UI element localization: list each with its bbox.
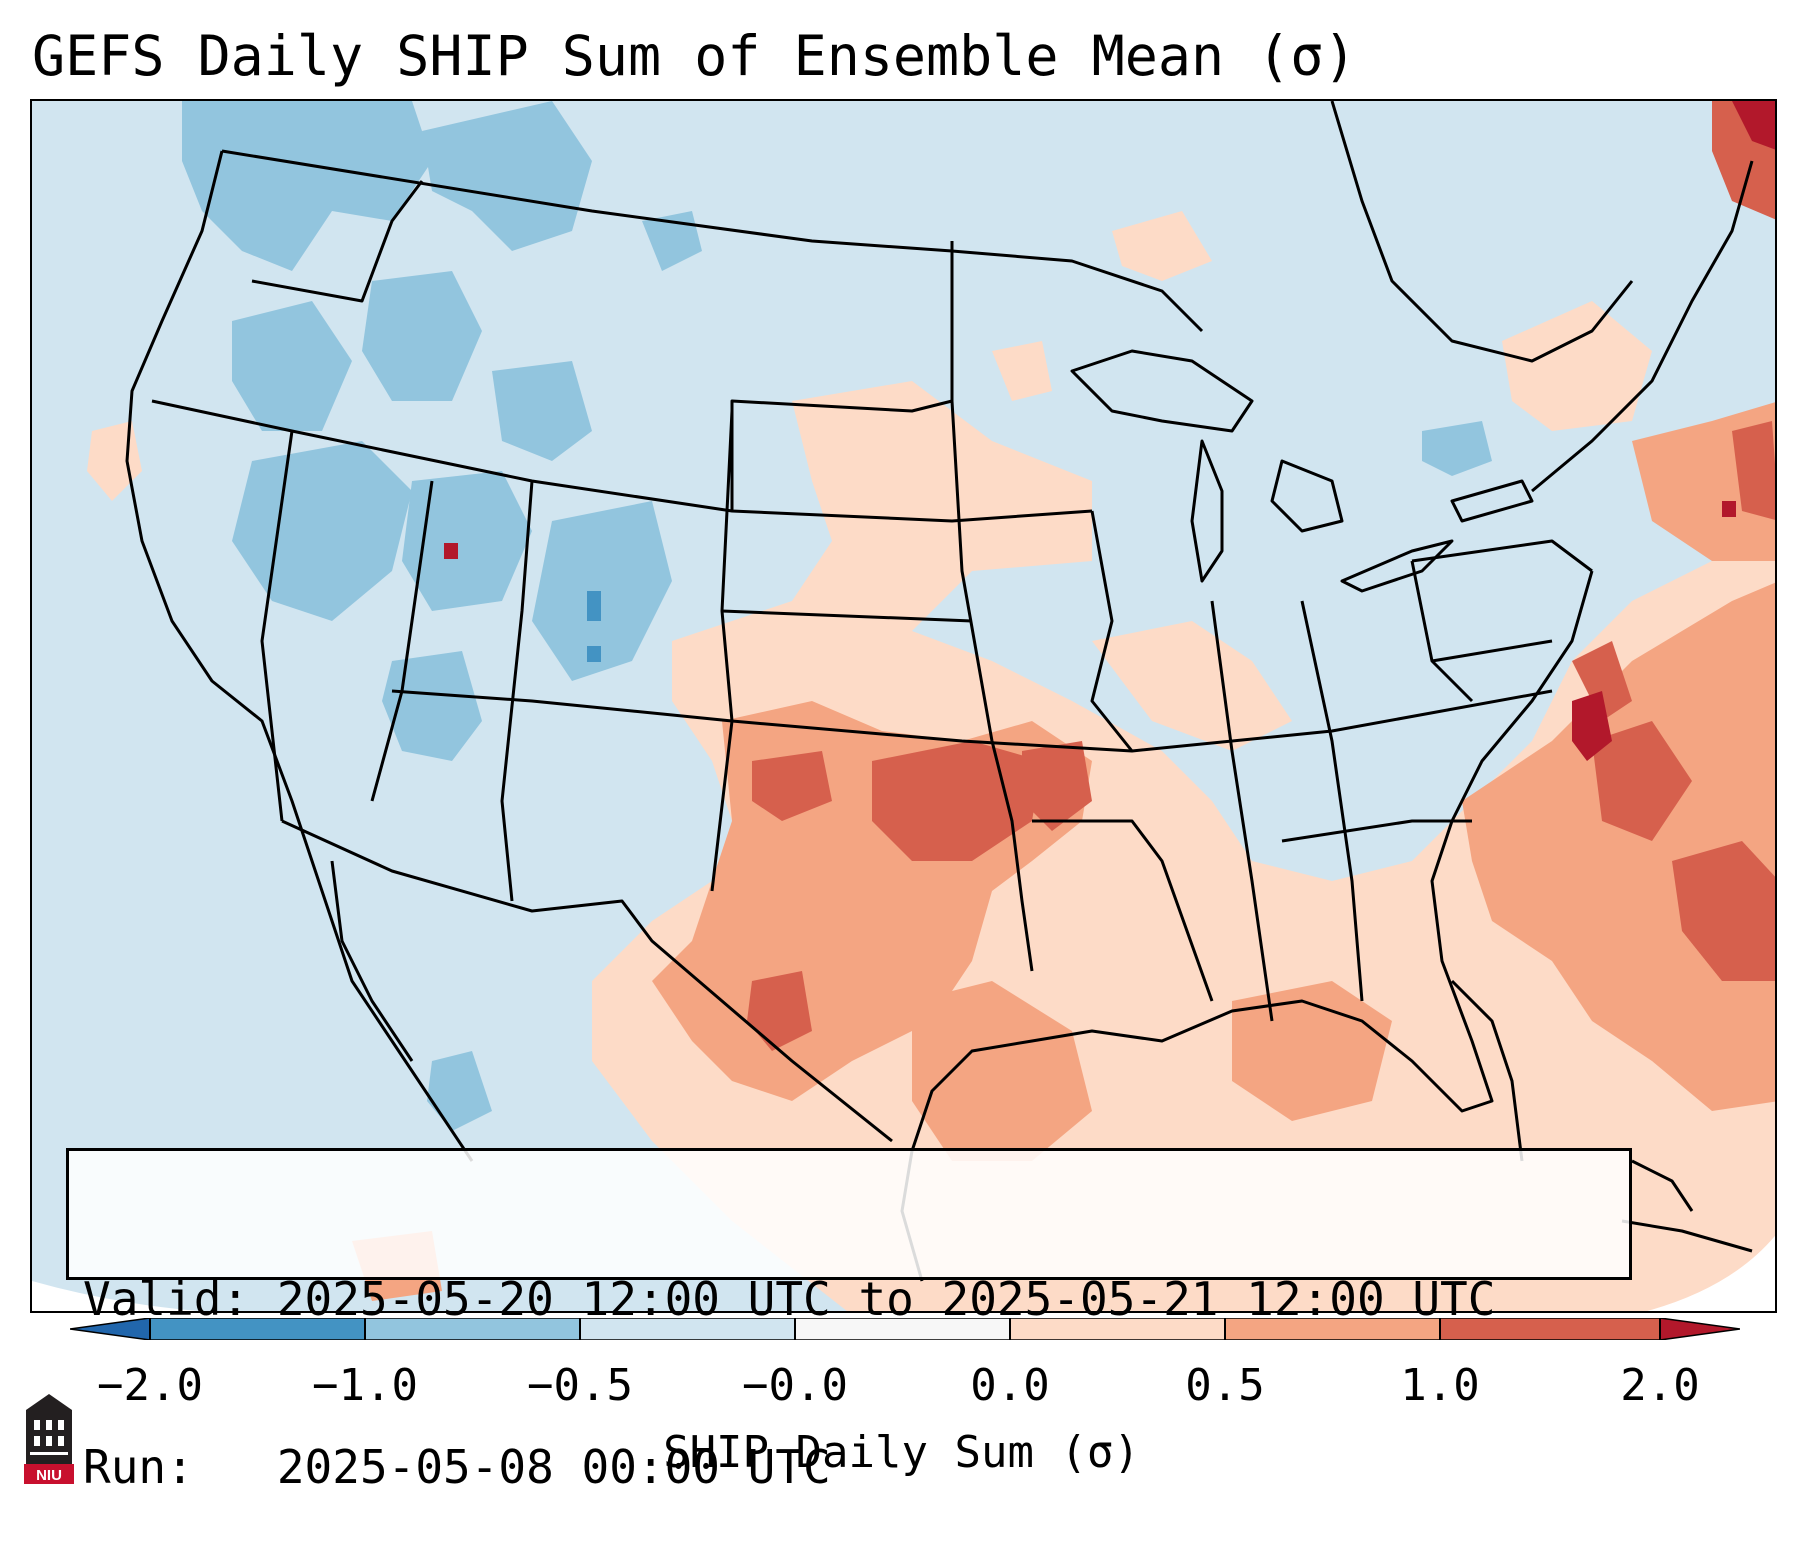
state-line (721, 609, 973, 623)
state-line (260, 430, 294, 822)
state-line (1210, 600, 1274, 1022)
lake-huron (1270, 459, 1344, 533)
colorbar-segment-6 (1225, 1318, 1440, 1340)
state-line (990, 740, 1034, 972)
state-line (1032, 819, 1214, 1002)
florida-coast (1450, 979, 1524, 1162)
colorbar-segment-7 (1440, 1318, 1660, 1340)
valid-run-info-box: Valid: 2025-05-20 12:00 UTC to 2025-05-2… (66, 1148, 1632, 1494)
hudson-border (1330, 101, 1634, 363)
lake-ontario (1450, 479, 1534, 523)
lake-superior (1070, 349, 1254, 433)
extreme-positive-specks (444, 101, 1775, 761)
state-line (1411, 539, 1593, 573)
negative-anomaly-regions (182, 101, 1752, 1311)
cuba-outline (1621, 1219, 1753, 1253)
state-line (1300, 600, 1364, 1002)
colorbar-segment-1 (150, 1318, 365, 1340)
colorbar-tick-label: 2.0 (1620, 1360, 1700, 1411)
colorbar-segment-4 (795, 1318, 1010, 1340)
state-line (151, 399, 1093, 523)
valid-time-text: Valid: 2025-05-20 12:00 UTC to 2025-05-2… (83, 1272, 1496, 1326)
geographic-boundaries (125, 101, 1754, 1282)
state-line (251, 180, 424, 303)
colorbar (70, 1318, 1740, 1340)
state-line (500, 480, 534, 902)
state-line (1281, 819, 1472, 843)
niu-logo: NIU (24, 1394, 74, 1484)
baja-coast (330, 860, 414, 1062)
colorbar-tick-label: 0.5 (1185, 1360, 1265, 1411)
pacific-coast (125, 150, 474, 1162)
run-time-text: Run: 2025-05-08 00:00 UTC (83, 1440, 831, 1494)
lake-michigan (1190, 439, 1224, 583)
colorbar-tick-label: −1.0 (312, 1360, 418, 1411)
colorbar-tick-label: −0.0 (742, 1360, 848, 1411)
st-lawrence-coast (1531, 160, 1754, 493)
state-line (950, 241, 994, 742)
us-mexico-border (281, 819, 893, 1143)
colorbar-segment-2 (365, 1318, 580, 1340)
state-line (1090, 510, 1134, 752)
colorbar-segment-5 (1010, 1318, 1225, 1340)
projection-edge-right (1647, 1235, 1775, 1311)
logo-text: NIU (36, 1467, 62, 1484)
state-line (1431, 639, 1553, 663)
state-line (710, 410, 734, 892)
colorbar-extend-high (1660, 1318, 1740, 1340)
gulf-atlantic-coast (900, 570, 1594, 1282)
projection-edge-left (32, 1281, 199, 1311)
weak-positive-regions (87, 211, 1775, 1311)
colorbar-tick-label: −2.0 (97, 1360, 203, 1411)
colorbar-tick-label: 0.0 (970, 1360, 1050, 1411)
bahamas-outline (1631, 1159, 1694, 1212)
colorbar-tick-label: 1.0 (1400, 1360, 1480, 1411)
map-panel (30, 99, 1777, 1313)
state-line (391, 689, 1553, 753)
colorbar-label: SHIP Daily Sum (σ) (663, 1427, 1140, 1478)
colorbar-segment-3 (580, 1318, 795, 1340)
state-line (730, 399, 953, 511)
shaded-anomaly-map (32, 101, 1775, 1311)
lake-erie (1340, 539, 1454, 593)
chart-title: GEFS Daily SHIP Sum of Ensemble Mean (σ) (32, 24, 1357, 88)
colorbar-tick-label: −0.5 (527, 1360, 633, 1411)
colorbar-extend-low (70, 1318, 150, 1340)
